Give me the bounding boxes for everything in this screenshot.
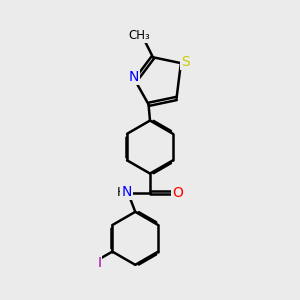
Text: O: O bbox=[172, 186, 183, 200]
Text: S: S bbox=[181, 55, 190, 69]
Text: H: H bbox=[117, 186, 126, 199]
Text: N: N bbox=[129, 70, 139, 84]
Text: I: I bbox=[98, 256, 101, 270]
Text: N: N bbox=[121, 185, 132, 199]
Text: CH₃: CH₃ bbox=[129, 29, 151, 42]
